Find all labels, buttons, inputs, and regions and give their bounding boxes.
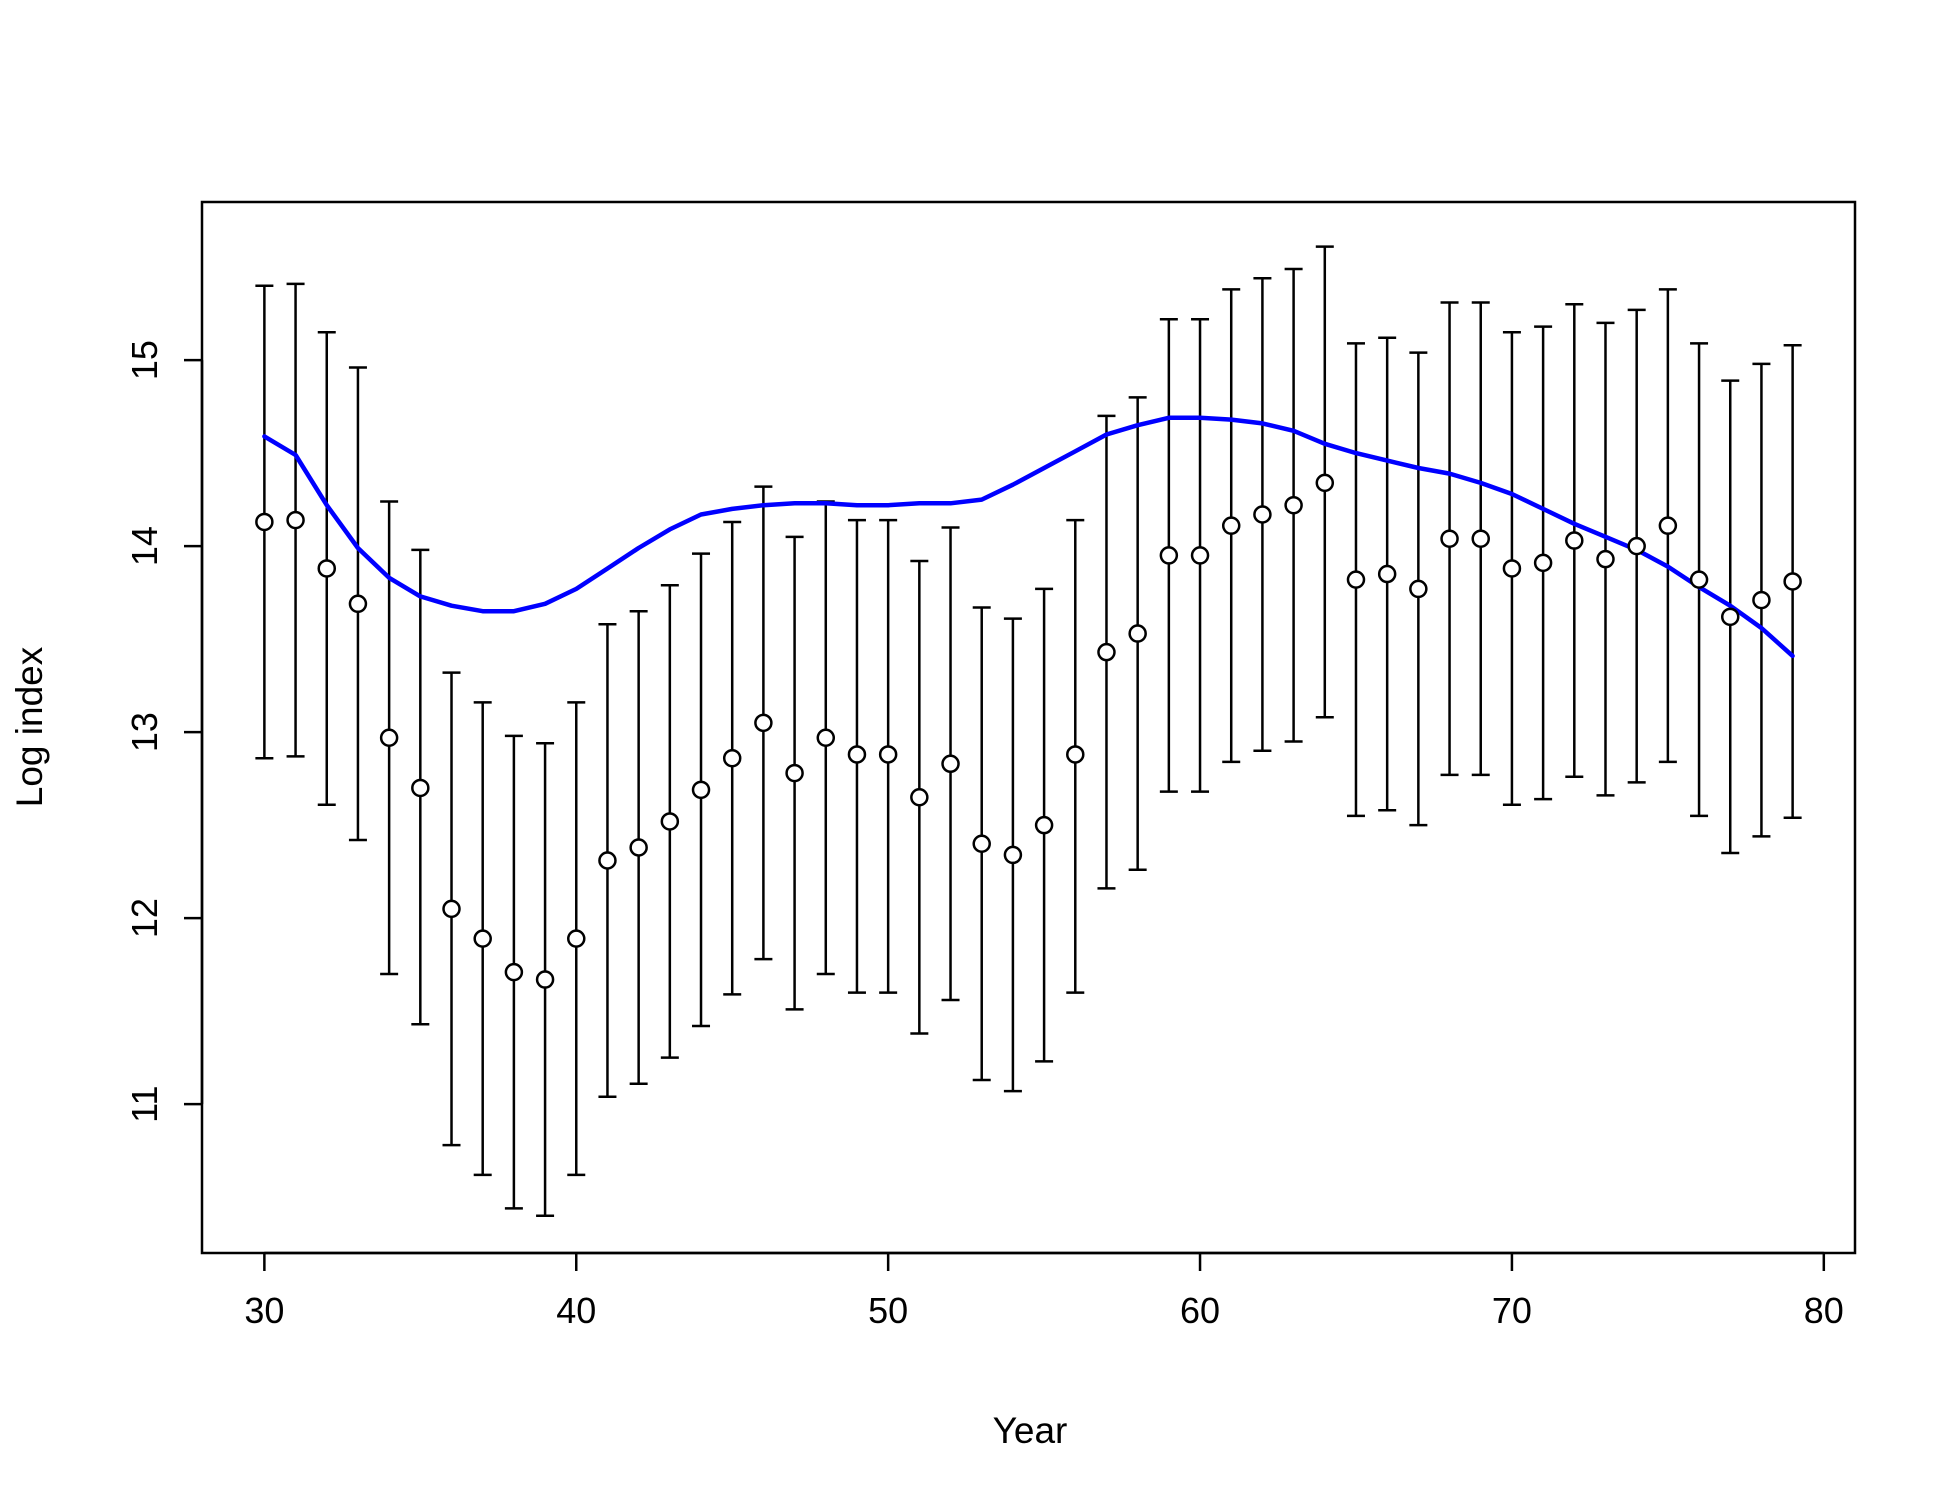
- data-point: [722, 748, 742, 768]
- data-point: [1471, 529, 1490, 548]
- data-point: [1190, 546, 1210, 565]
- data-point: [629, 838, 648, 857]
- data-point: [535, 970, 555, 989]
- data-point: [255, 512, 274, 532]
- data-point: [1253, 505, 1272, 524]
- data-point: [847, 745, 867, 764]
- y-tick-label: 13: [124, 712, 165, 752]
- data-point: [1377, 564, 1397, 584]
- data-point: [816, 728, 836, 747]
- y-tick-label: 15: [124, 340, 165, 380]
- data-point: [1066, 745, 1085, 764]
- data-point: [1658, 516, 1678, 535]
- data-point: [1097, 642, 1116, 662]
- data-point: [660, 812, 680, 831]
- x-axis: 30 40 50 60 70 80: [244, 1251, 1844, 1331]
- data-point: [1720, 607, 1740, 627]
- plot-area: [255, 245, 1802, 1218]
- data-point: [1502, 559, 1522, 578]
- data-point: [442, 899, 461, 919]
- data-point: [1221, 516, 1241, 535]
- data-point: [1315, 473, 1335, 493]
- data-point: [1533, 553, 1553, 573]
- y-axis: 11 12 13 14 15: [124, 340, 204, 1123]
- data-point: [941, 754, 960, 774]
- data-point: [691, 780, 711, 800]
- x-tick-label: 60: [1180, 1290, 1220, 1331]
- x-tick-label: 50: [868, 1290, 908, 1331]
- data-point: [473, 929, 492, 948]
- data-point: [1440, 529, 1459, 548]
- x-tick-label: 30: [244, 1290, 284, 1331]
- data-point: [504, 962, 524, 982]
- data-point: [878, 745, 898, 764]
- data-point: [1159, 546, 1179, 565]
- data-point: [972, 834, 991, 854]
- data-point: [754, 713, 773, 733]
- data-point: [1284, 495, 1303, 515]
- data-point: [1752, 590, 1771, 610]
- y-tick-label: 12: [124, 898, 165, 938]
- x-tick-label: 40: [556, 1290, 596, 1331]
- y-tick-label: 11: [124, 1085, 165, 1122]
- data-point: [317, 559, 337, 578]
- data-point: [286, 510, 305, 530]
- data-point: [1003, 845, 1023, 865]
- data-point: [1596, 549, 1615, 569]
- data-point: [411, 778, 430, 798]
- data-point: [1346, 570, 1366, 589]
- data-point: [379, 728, 399, 747]
- data-point: [1565, 531, 1584, 550]
- x-tick-label: 80: [1804, 1290, 1844, 1331]
- y-axis-title: Log index: [9, 646, 50, 807]
- data-point: [910, 788, 929, 807]
- data-point: [567, 929, 586, 948]
- x-axis-title: Year: [993, 1410, 1068, 1451]
- data-point: [785, 763, 804, 783]
- data-point: [1783, 572, 1802, 591]
- data-point: [1034, 815, 1054, 835]
- data-point: [1409, 579, 1428, 599]
- y-tick-label: 14: [124, 526, 165, 566]
- fitted-line: [262, 415, 1795, 659]
- data-point: [1689, 570, 1709, 589]
- data-point: [1128, 624, 1147, 643]
- x-tick-label: 70: [1492, 1290, 1532, 1331]
- data-point: [1627, 536, 1646, 556]
- data-point: [598, 851, 617, 870]
- data-point: [348, 594, 368, 614]
